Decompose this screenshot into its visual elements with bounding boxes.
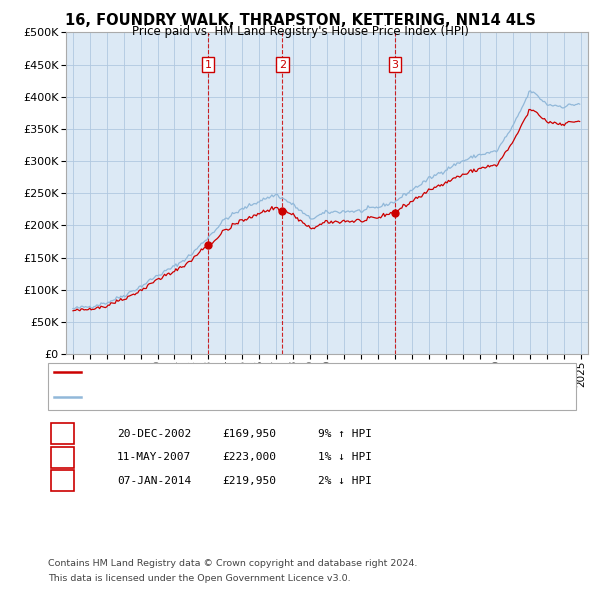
Text: 11-MAY-2007: 11-MAY-2007 — [117, 453, 191, 462]
Text: 1% ↓ HPI: 1% ↓ HPI — [318, 453, 372, 462]
Text: 1: 1 — [59, 429, 66, 438]
Text: 20-DEC-2002: 20-DEC-2002 — [117, 429, 191, 438]
Text: Price paid vs. HM Land Registry's House Price Index (HPI): Price paid vs. HM Land Registry's House … — [131, 25, 469, 38]
Text: This data is licensed under the Open Government Licence v3.0.: This data is licensed under the Open Gov… — [48, 573, 350, 583]
Text: £169,950: £169,950 — [222, 429, 276, 438]
Text: £219,950: £219,950 — [222, 476, 276, 486]
Text: 2: 2 — [278, 60, 286, 70]
Text: 2: 2 — [59, 453, 66, 462]
Text: 2% ↓ HPI: 2% ↓ HPI — [318, 476, 372, 486]
Text: 16, FOUNDRY WALK, THRAPSTON, KETTERING, NN14 4LS (detached house): 16, FOUNDRY WALK, THRAPSTON, KETTERING, … — [87, 367, 476, 376]
Text: HPI: Average price, detached house, North Northamptonshire: HPI: Average price, detached house, Nort… — [87, 392, 407, 402]
Text: 07-JAN-2014: 07-JAN-2014 — [117, 476, 191, 486]
Text: 9% ↑ HPI: 9% ↑ HPI — [318, 429, 372, 438]
Text: £223,000: £223,000 — [222, 453, 276, 462]
Text: 3: 3 — [59, 476, 66, 486]
Text: 1: 1 — [205, 60, 211, 70]
Text: 16, FOUNDRY WALK, THRAPSTON, KETTERING, NN14 4LS: 16, FOUNDRY WALK, THRAPSTON, KETTERING, … — [65, 13, 535, 28]
Text: 3: 3 — [392, 60, 398, 70]
Text: Contains HM Land Registry data © Crown copyright and database right 2024.: Contains HM Land Registry data © Crown c… — [48, 559, 418, 568]
